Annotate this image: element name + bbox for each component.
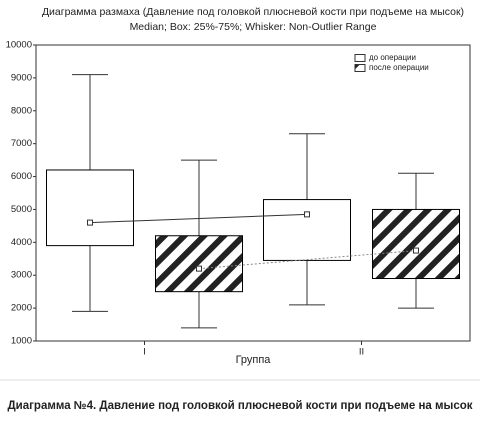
plot-frame (35, 44, 471, 342)
x-tick-label: I (143, 347, 146, 358)
chart-title: Диаграмма размаха (Давление под головкой… (42, 6, 464, 18)
y-tick-label: 3000 (11, 270, 32, 281)
y-tick-label: 6000 (11, 171, 32, 182)
median-marker (196, 265, 202, 272)
box (263, 199, 351, 261)
y-tick-label: 2000 (11, 303, 32, 314)
chart-subtitle: Median; Box: 25%-75%; Whisker: Non-Outli… (130, 21, 377, 33)
median-line (198, 250, 417, 270)
y-tick-label: 4000 (11, 237, 32, 248)
box (372, 208, 460, 280)
x-axis-label: Группа (236, 354, 272, 366)
y-tick-label: 1000 (11, 336, 32, 347)
legend-label: до операции (369, 53, 416, 62)
legend-swatch (354, 54, 366, 62)
y-tick-label: 7000 (11, 138, 32, 149)
median-marker (304, 211, 310, 218)
y-tick-label: 9000 (11, 72, 32, 83)
box (46, 169, 134, 247)
y-tick-label: 8000 (11, 105, 32, 116)
median-marker (413, 247, 419, 254)
y-tick-label: 10000 (6, 40, 32, 51)
x-tick-label: II (359, 347, 364, 358)
box (155, 235, 243, 293)
caption: Диаграмма №4. Давление под головкой плюс… (7, 400, 472, 412)
y-tick-label: 5000 (11, 204, 32, 215)
median-marker (87, 219, 93, 226)
legend-swatch (354, 64, 366, 72)
legend-label: после операции (369, 63, 429, 72)
